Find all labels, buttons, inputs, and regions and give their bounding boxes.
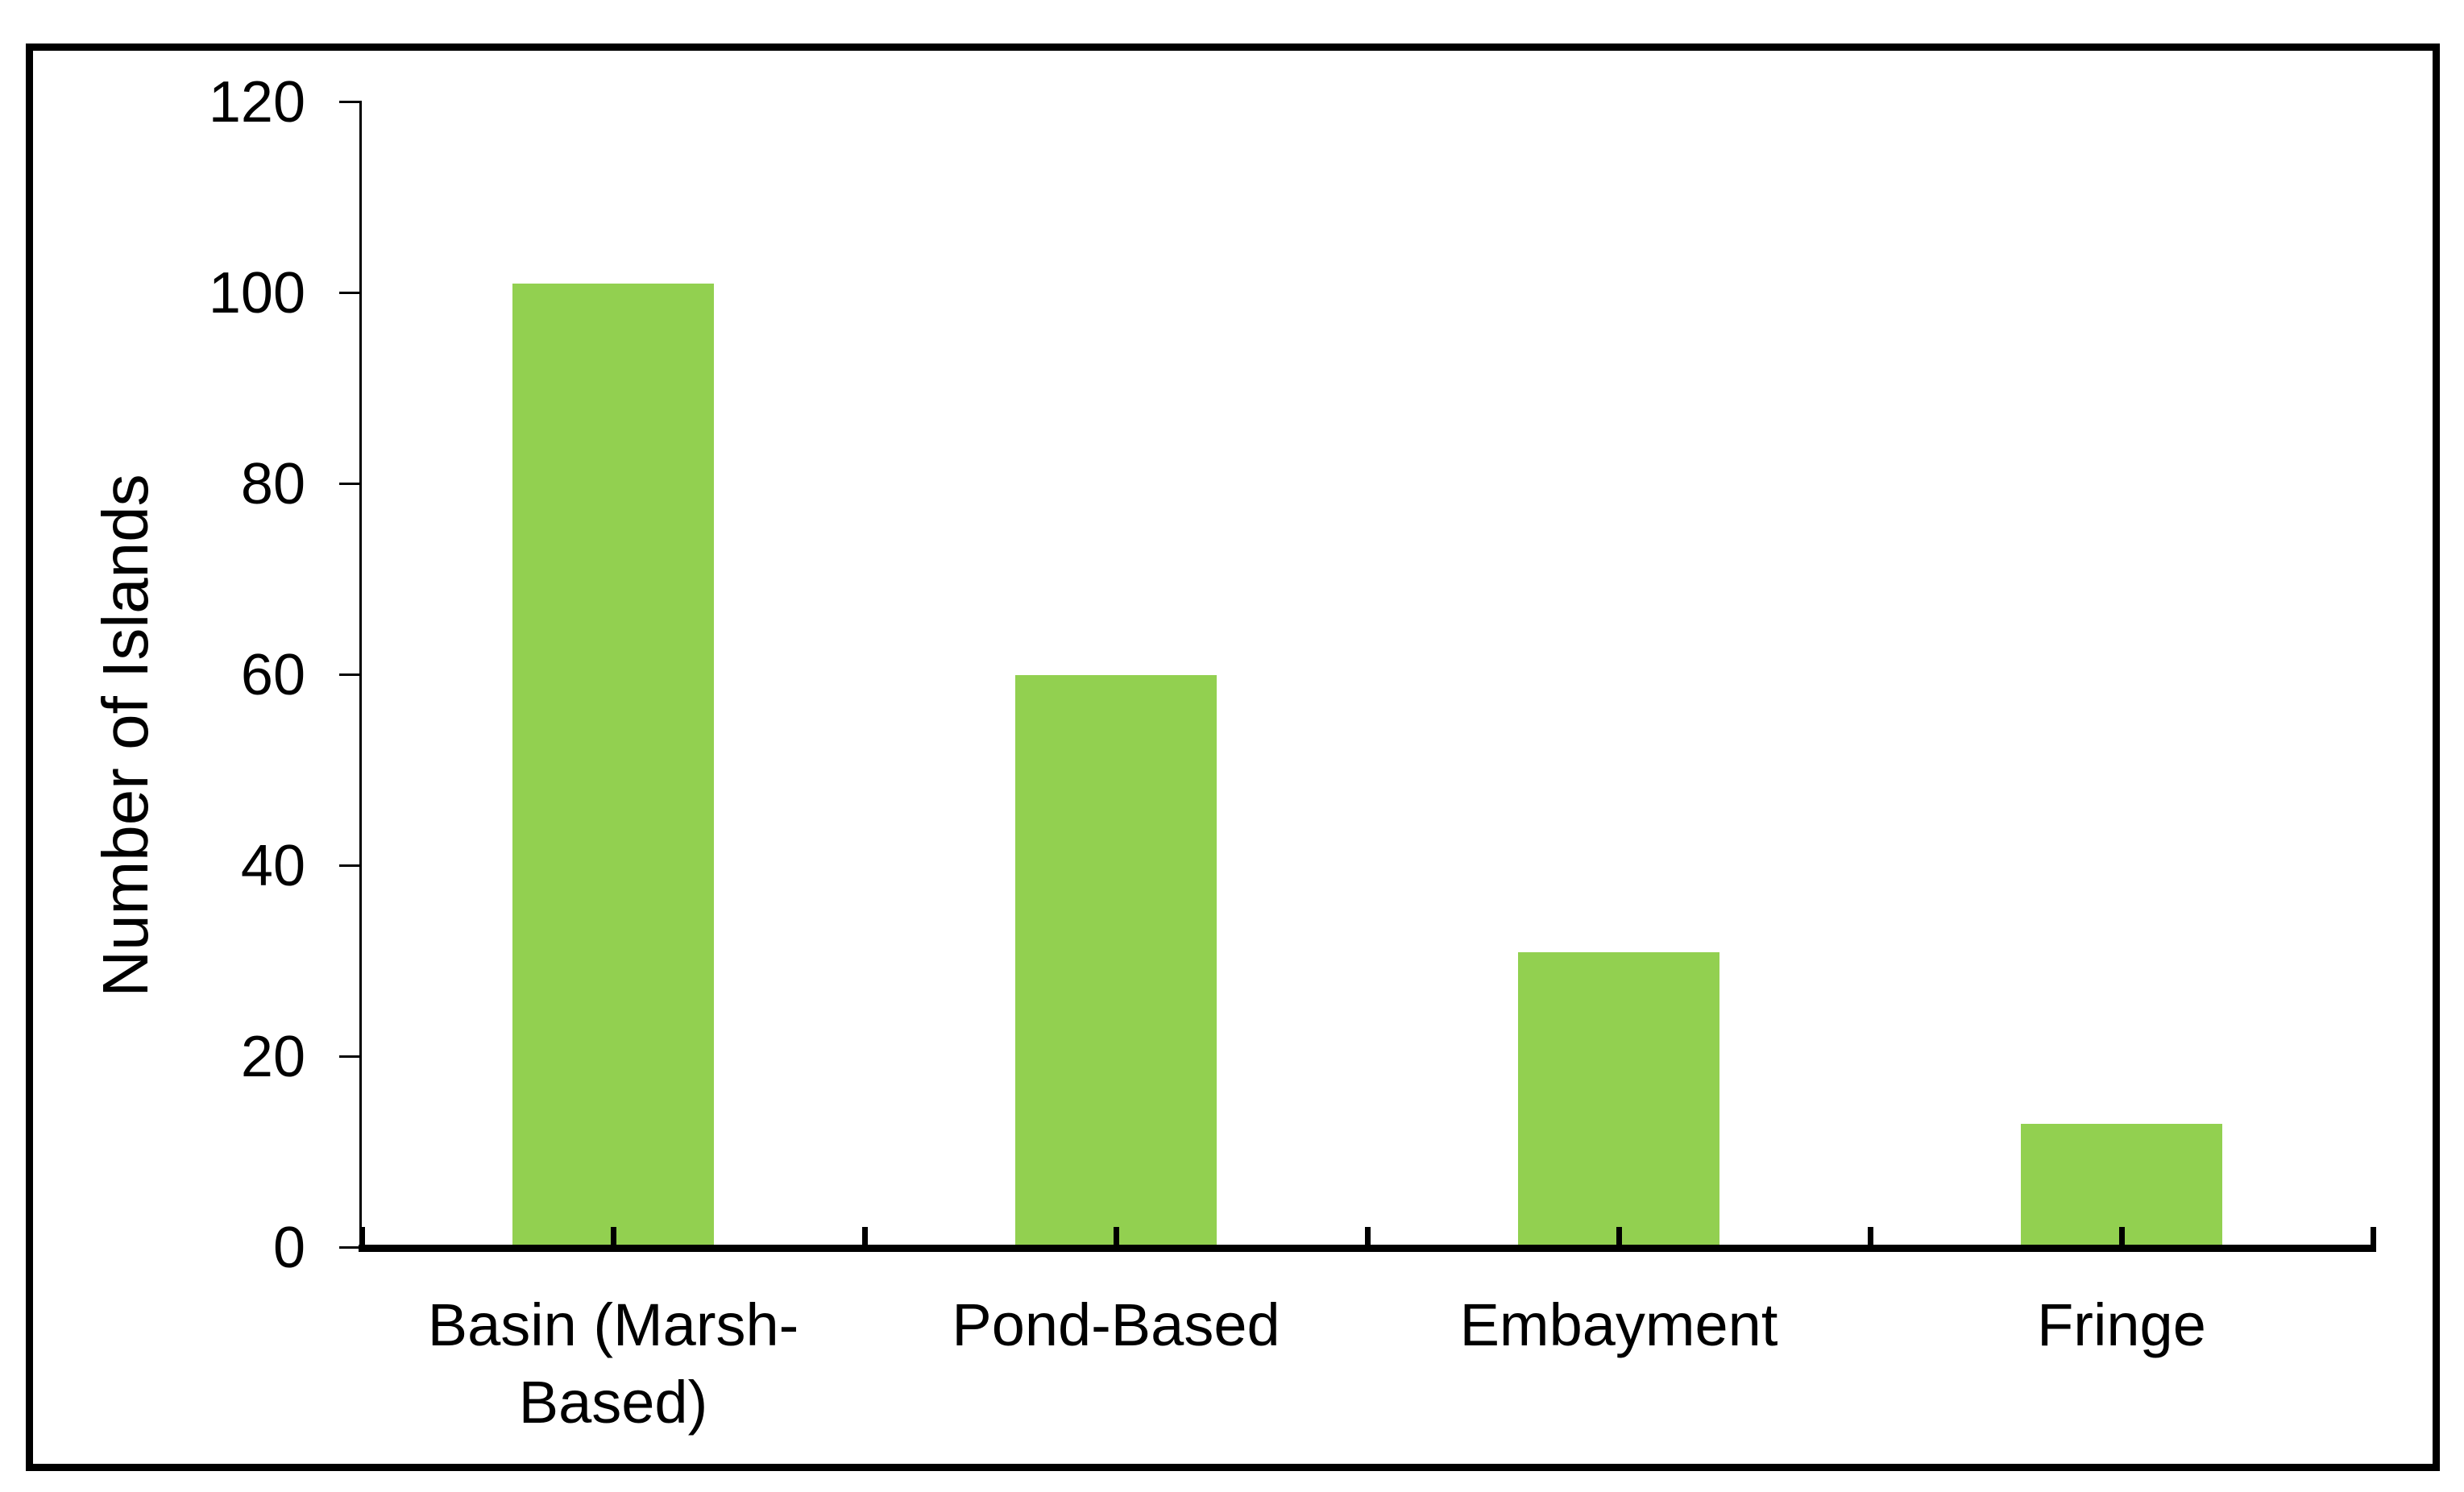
x-axis-tick [1365,1227,1371,1248]
x-axis-tick [2371,1227,2376,1248]
x-axis-tick [1114,1227,1119,1248]
y-axis-tick [339,1055,359,1058]
y-tick-label: 40 [240,834,305,898]
bar-pond-based [1015,675,1217,1245]
bar-embayment [1518,952,1719,1245]
x-category-label: Embayment [1459,1291,1778,1358]
bar-fringe [2021,1124,2222,1245]
bar-basin-marsh-based- [512,284,714,1245]
y-tick-label: 80 [240,452,305,516]
y-axis-tick [339,1246,359,1249]
x-axis-line [359,1245,2376,1252]
y-axis-tick [339,673,359,676]
y-tick-label: 120 [208,70,305,135]
x-category-label: Pond-Based [952,1291,1280,1358]
y-tick-label: 60 [240,643,305,707]
x-axis-tick [1616,1227,1622,1248]
x-axis-tick [2119,1227,2125,1248]
x-category-label: Basin (Marsh- Based) [427,1291,799,1436]
chart-border-frame: Number of Islands 0 20 40 60 80 100 120 Basin (… [26,44,2440,1471]
y-axis-tick [339,292,359,294]
x-axis-tick [1868,1227,1873,1248]
y-tick-label: 0 [272,1216,305,1280]
y-tick-label: 100 [208,261,305,325]
y-axis-tick [339,101,359,103]
y-axis-tick [339,864,359,867]
x-axis-tick [862,1227,868,1248]
x-axis-tick [359,1227,365,1248]
y-axis-line [359,101,362,1248]
x-axis-tick [611,1227,616,1248]
x-category-label: Fringe [2037,1291,2206,1358]
y-tick-label: 20 [240,1025,305,1089]
y-axis-tick [339,483,359,485]
